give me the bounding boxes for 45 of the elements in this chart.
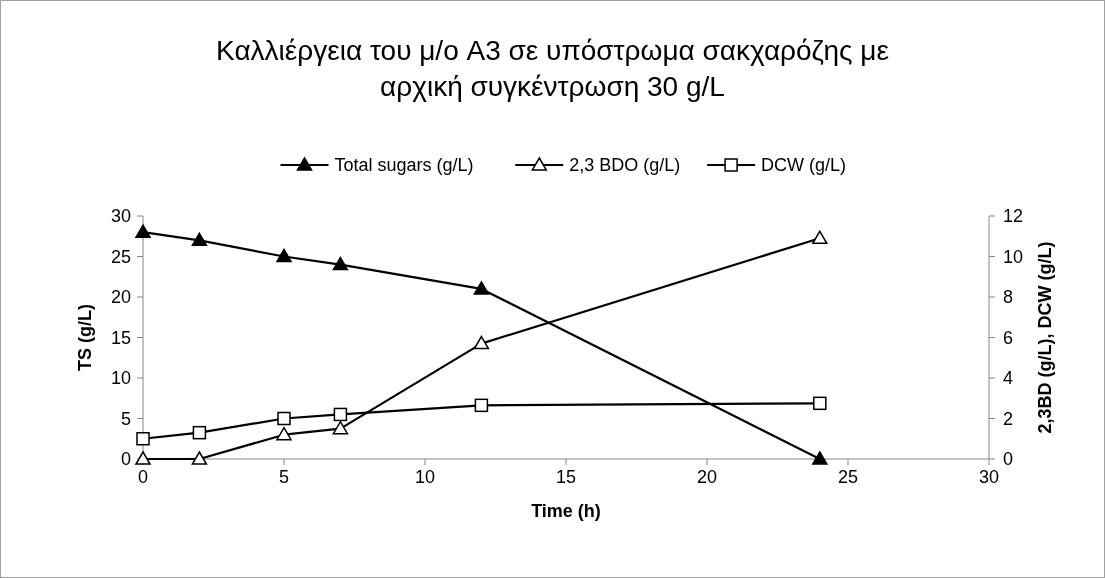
y2-tick-label: 8 — [1003, 287, 1014, 307]
y-tick-label: 30 — [110, 206, 131, 226]
legend-label: DCW (g/L) — [761, 155, 847, 175]
y-tick-label: 5 — [120, 408, 131, 429]
x-tick-label: 15 — [555, 467, 577, 487]
y-tick-label: 15 — [110, 327, 131, 348]
point — [276, 248, 292, 263]
point — [332, 420, 349, 435]
point — [135, 224, 151, 238]
y-tick-label: 25 — [110, 246, 131, 267]
point — [191, 451, 208, 465]
chart-title: Καλλιέργεια του μ/ο A3 σε υπόστρωμα σακχαρόζης με αρχική συγκέντρωση 30 g/L — [216, 35, 889, 102]
point — [813, 396, 827, 411]
point — [277, 411, 291, 426]
point — [276, 426, 292, 441]
x-axis-title: Time (h) — [531, 501, 601, 521]
y-tick-label: 0 — [120, 449, 131, 469]
point — [136, 432, 150, 446]
point — [192, 425, 207, 440]
y2-tick-label: 2 — [1003, 408, 1014, 429]
legend-label: 2,3 BDO (g/L) — [569, 155, 681, 175]
y2-axis-title: 2,3BD (g/L), DCW (g/L) — [1035, 241, 1055, 434]
y2-tick-label: 4 — [1003, 368, 1014, 388]
point — [191, 232, 208, 247]
x-tick-label: 10 — [414, 467, 436, 487]
y2-tick-label: 6 — [1003, 327, 1014, 348]
x-tick-label: 25 — [837, 467, 859, 487]
point — [333, 407, 348, 422]
legend-label: Total sugars (g/L) — [334, 155, 474, 175]
y-tick-label: 20 — [110, 287, 131, 307]
y2-tick-label: 10 — [1003, 246, 1024, 267]
point — [812, 230, 828, 245]
x-tick-label: 30 — [978, 467, 1000, 487]
x-tick-label: 5 — [278, 467, 290, 487]
y-axis-title: TS (g/L) — [75, 304, 95, 371]
y-tick-label: 10 — [110, 368, 131, 388]
y2-tick-label: 12 — [1003, 206, 1024, 226]
point — [812, 451, 828, 465]
point — [473, 281, 490, 295]
x-tick-label: 0 — [137, 467, 149, 487]
y2-tick-label: 0 — [1003, 449, 1014, 469]
point — [473, 335, 490, 350]
point — [332, 256, 349, 271]
point — [474, 398, 489, 413]
x-tick-label: 20 — [696, 467, 718, 487]
